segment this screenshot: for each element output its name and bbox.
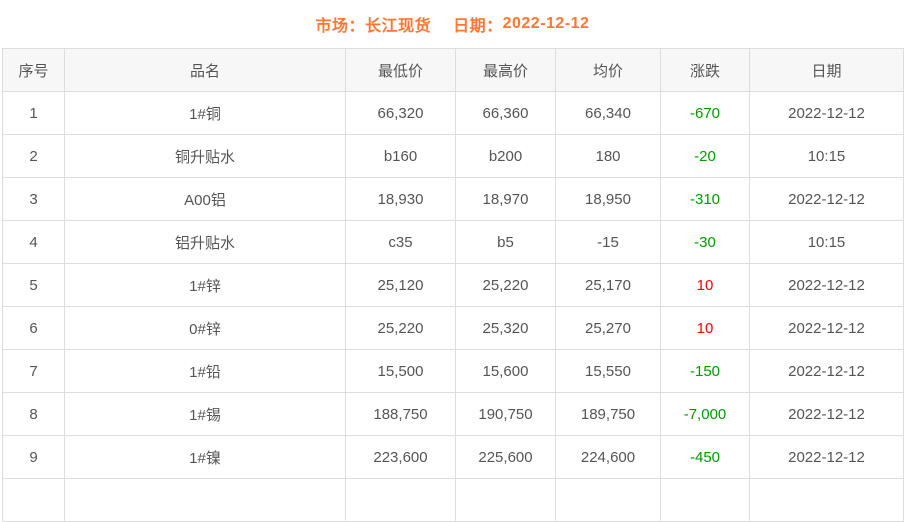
cell-date: 2022-12-12 bbox=[749, 263, 904, 307]
cell-high-price: 190,750 bbox=[455, 392, 556, 436]
page-title: 市场： 长江现货 日期： 2022-12-12 bbox=[0, 0, 905, 48]
cell-low-price: 223,600 bbox=[345, 435, 456, 479]
cell-product-name: 1#铜 bbox=[64, 91, 346, 135]
cell-product-name bbox=[64, 478, 346, 522]
cell-high-price: 66,360 bbox=[455, 91, 556, 135]
table-row: 1 1#铜 66,320 66,360 66,340 -670 2022-12-12 bbox=[2, 91, 904, 135]
column-header-change: 涨跌 bbox=[660, 48, 750, 92]
cell-low-price: 25,120 bbox=[345, 263, 456, 307]
table-row: 8 1#锡 188,750 190,750 189,750 -7,000 2022-12-1… bbox=[2, 392, 904, 436]
cell-change: 10 bbox=[660, 263, 750, 307]
cell-seq: 6 bbox=[2, 306, 65, 350]
cell-low-price: c35 bbox=[345, 220, 456, 264]
cell-change: -30 bbox=[660, 220, 750, 264]
cell-seq: 7 bbox=[2, 349, 65, 393]
cell-avg-price: 189,750 bbox=[555, 392, 661, 436]
cell-high-price: 25,320 bbox=[455, 306, 556, 350]
cell-avg-price: 15,550 bbox=[555, 349, 661, 393]
cell-low-price: 66,320 bbox=[345, 91, 456, 135]
cell-avg-price: 25,270 bbox=[555, 306, 661, 350]
cell-avg-price: 224,600 bbox=[555, 435, 661, 479]
column-header-product-name: 品名 bbox=[64, 48, 346, 92]
cell-avg-price: 18,950 bbox=[555, 177, 661, 221]
cell-low-price bbox=[345, 478, 456, 522]
table-body: 1 1#铜 66,320 66,360 66,340 -670 2022-12-12 2 铜升贴… bbox=[2, 91, 904, 522]
cell-seq: 1 bbox=[2, 91, 65, 135]
cell-avg-price: 180 bbox=[555, 134, 661, 178]
cell-low-price: 25,220 bbox=[345, 306, 456, 350]
cell-low-price: 18,930 bbox=[345, 177, 456, 221]
cell-avg-price bbox=[555, 478, 661, 522]
cell-seq: 3 bbox=[2, 177, 65, 221]
cell-date: 2022-12-12 bbox=[749, 349, 904, 393]
cell-seq bbox=[2, 478, 65, 522]
cell-product-name: 1#铅 bbox=[64, 349, 346, 393]
table-row: 9 1#镍 223,600 225,600 224,600 -450 2022-12-12 bbox=[2, 435, 904, 479]
cell-seq: 9 bbox=[2, 435, 65, 479]
cell-change: -670 bbox=[660, 91, 750, 135]
cell-date bbox=[749, 478, 904, 522]
cell-avg-price: 66,340 bbox=[555, 91, 661, 135]
column-header-high-price: 最高价 bbox=[455, 48, 556, 92]
column-header-seq: 序号 bbox=[2, 48, 65, 92]
cell-high-price: 18,970 bbox=[455, 177, 556, 221]
cell-high-price: 25,220 bbox=[455, 263, 556, 307]
column-header-avg-price: 均价 bbox=[555, 48, 661, 92]
table-row: 7 1#铅 15,500 15,600 15,550 -150 2022-12-12 bbox=[2, 349, 904, 393]
cell-date: 10:15 bbox=[749, 134, 904, 178]
cell-high-price: 15,600 bbox=[455, 349, 556, 393]
table-row: 2 铜升贴水 b160 b200 180 -20 10:15 bbox=[2, 134, 904, 178]
table-row-partial bbox=[2, 478, 904, 522]
table-row: 4 铝升贴水 c35 b5 -15 -30 10:15 bbox=[2, 220, 904, 264]
cell-date: 2022-12-12 bbox=[749, 392, 904, 436]
date-value: 2022-12-12 bbox=[502, 15, 590, 32]
cell-product-name: A00铝 bbox=[64, 177, 346, 221]
cell-date: 2022-12-12 bbox=[749, 91, 904, 135]
cell-change: -310 bbox=[660, 177, 750, 221]
cell-seq: 4 bbox=[2, 220, 65, 264]
cell-change: -7,000 bbox=[660, 392, 750, 436]
cell-seq: 5 bbox=[2, 263, 65, 307]
cell-low-price: b160 bbox=[345, 134, 456, 178]
cell-date: 2022-12-12 bbox=[749, 177, 904, 221]
cell-product-name: 1#锌 bbox=[64, 263, 346, 307]
cell-high-price: 225,600 bbox=[455, 435, 556, 479]
cell-seq: 2 bbox=[2, 134, 65, 178]
cell-low-price: 15,500 bbox=[345, 349, 456, 393]
table-row: 6 0#锌 25,220 25,320 25,270 10 2022-12-12 bbox=[2, 306, 904, 350]
cell-high-price: b200 bbox=[455, 134, 556, 178]
cell-product-name: 0#锌 bbox=[64, 306, 346, 350]
cell-date: 2022-12-12 bbox=[749, 306, 904, 350]
cell-change: -150 bbox=[660, 349, 750, 393]
cell-change bbox=[660, 478, 750, 522]
market-label: 市场： bbox=[315, 18, 366, 35]
cell-change: -450 bbox=[660, 435, 750, 479]
cell-avg-price: -15 bbox=[555, 220, 661, 264]
cell-change: 10 bbox=[660, 306, 750, 350]
cell-product-name: 1#镍 bbox=[64, 435, 346, 479]
cell-date: 10:15 bbox=[749, 220, 904, 264]
column-header-date: 日期 bbox=[749, 48, 904, 92]
cell-change: -20 bbox=[660, 134, 750, 178]
table-row: 3 A00铝 18,930 18,970 18,950 -310 2022-12-12 bbox=[2, 177, 904, 221]
date-label: 日期： bbox=[453, 18, 503, 35]
table-header-row: 序号 品名 最低价 最高价 均价 涨跌 日期 bbox=[2, 48, 904, 92]
cell-product-name: 1#锡 bbox=[64, 392, 346, 436]
cell-low-price: 188,750 bbox=[345, 392, 456, 436]
table-row: 5 1#锌 25,120 25,220 25,170 10 2022-12-12 bbox=[2, 263, 904, 307]
column-header-low-price: 最低价 bbox=[345, 48, 456, 92]
cell-product-name: 铜升贴水 bbox=[64, 134, 346, 178]
metal-price-table: 序号 品名 最低价 最高价 均价 涨跌 日期 1 1#铜 66,320 66,360 66,340-… bbox=[2, 48, 904, 522]
cell-avg-price: 25,170 bbox=[555, 263, 661, 307]
cell-high-price: b5 bbox=[455, 220, 556, 264]
cell-seq: 8 bbox=[2, 392, 65, 436]
cell-product-name: 铝升贴水 bbox=[64, 220, 346, 264]
cell-high-price bbox=[455, 478, 556, 522]
market-value: 长江现货 bbox=[365, 18, 432, 35]
cell-date: 2022-12-12 bbox=[749, 435, 904, 479]
